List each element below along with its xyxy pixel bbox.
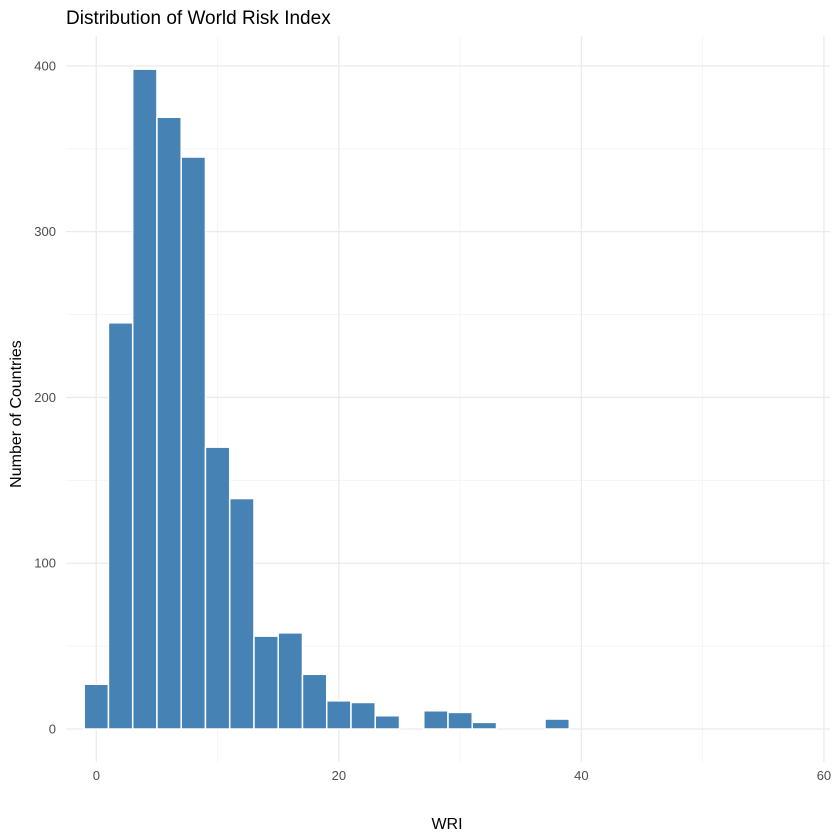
histogram-bar [204,446,231,730]
histogram-bar [544,718,571,730]
x-tick-label: 60 [817,768,831,783]
chart-title: Distribution of World Risk Index [66,8,331,29]
x-tick-label: 20 [332,768,346,783]
histogram-bar [301,673,328,730]
y-tick-label: 0 [49,722,56,737]
histogram-bar [277,632,304,730]
histogram-bar [422,710,449,730]
y-tick-label: 100 [34,556,56,571]
histogram-bar [180,156,207,730]
histogram-bar [83,683,110,730]
y-tick-label: 400 [34,58,56,73]
histogram-bar [253,635,279,730]
histogram-bar [107,322,134,730]
histogram-bar [350,701,376,730]
histogram-bar [156,116,182,730]
y-axis-ticks: 0 100 200 300 400 [34,58,56,736]
y-tick-label: 300 [34,224,56,239]
histogram-bar [131,68,158,730]
histogram-bar [374,714,401,730]
x-tick-label: 40 [574,768,588,783]
histogram-bar [325,700,352,730]
histogram-bars [83,68,571,730]
y-axis-title: Number of Countries [8,340,25,488]
histogram-bar [228,497,255,730]
histogram-bar [471,721,498,730]
x-axis-title: WRI [431,816,462,833]
histogram-bar [447,711,474,730]
x-axis-ticks: 0 20 40 60 [93,768,831,783]
y-tick-label: 200 [34,390,56,405]
x-tick-label: 0 [93,768,100,783]
